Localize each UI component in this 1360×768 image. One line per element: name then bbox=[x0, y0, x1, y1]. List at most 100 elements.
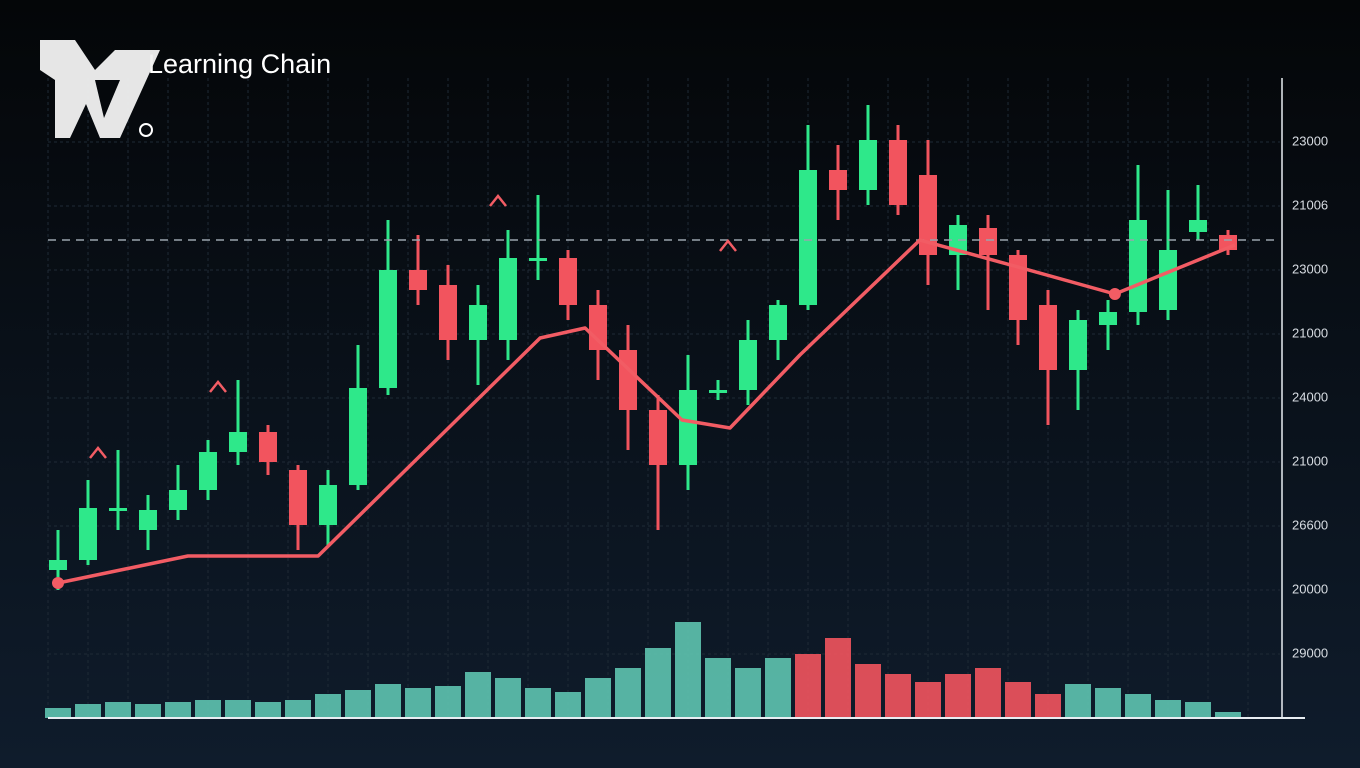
candle-body bbox=[979, 228, 997, 255]
candle-body bbox=[49, 560, 67, 570]
candle-body bbox=[919, 175, 937, 255]
candle-body bbox=[709, 390, 727, 393]
volume-bar bbox=[675, 622, 701, 718]
volume-bar bbox=[1095, 688, 1121, 718]
volume-bar bbox=[765, 658, 791, 718]
volume-bar bbox=[495, 678, 521, 718]
candle-body bbox=[829, 170, 847, 190]
candle-body bbox=[1039, 305, 1057, 370]
candle-body bbox=[229, 432, 247, 452]
volume-bar bbox=[45, 708, 71, 718]
volume-bar bbox=[975, 668, 1001, 718]
volume-bar bbox=[1065, 684, 1091, 718]
candle-body bbox=[469, 305, 487, 340]
arrow bbox=[489, 193, 507, 207]
volume-bar bbox=[195, 700, 221, 718]
candle-body bbox=[559, 258, 577, 305]
arrow bbox=[719, 238, 737, 252]
volume-bar bbox=[255, 702, 281, 718]
candle-body bbox=[199, 452, 217, 490]
candle-body bbox=[619, 350, 637, 410]
candle-body bbox=[1189, 220, 1207, 232]
y-tick-label: 26600 bbox=[1292, 517, 1328, 532]
volume-bar bbox=[1125, 694, 1151, 718]
arrows bbox=[89, 193, 737, 459]
candle-body bbox=[739, 340, 757, 390]
volume-bar bbox=[135, 704, 161, 718]
chart-title: Learning Chain bbox=[148, 49, 331, 79]
candle-body bbox=[1099, 312, 1117, 325]
volume-bar bbox=[345, 690, 371, 718]
y-tick-label: 21000 bbox=[1292, 453, 1328, 468]
volume-bar bbox=[1155, 700, 1181, 718]
y-tick-label: 24000 bbox=[1292, 389, 1328, 404]
volume-bar bbox=[315, 694, 341, 718]
volume-bar bbox=[735, 668, 761, 718]
volume-bar bbox=[795, 654, 821, 718]
y-tick-label: 21000 bbox=[1292, 325, 1328, 340]
candle-body bbox=[289, 470, 307, 525]
candle-body bbox=[409, 270, 427, 290]
volume-bars bbox=[45, 622, 1241, 718]
volume-bar bbox=[465, 672, 491, 718]
candle-body bbox=[679, 390, 697, 465]
candle-body bbox=[649, 410, 667, 465]
candle-body bbox=[1159, 250, 1177, 310]
volume-bar bbox=[1215, 712, 1241, 718]
candle-body bbox=[769, 305, 787, 340]
y-tick-label: 23000 bbox=[1292, 261, 1328, 276]
volume-bar bbox=[225, 700, 251, 718]
candle-body bbox=[259, 432, 277, 462]
candle-body bbox=[319, 485, 337, 525]
candle-body bbox=[79, 508, 97, 560]
volume-bar bbox=[285, 700, 311, 718]
logo bbox=[40, 40, 160, 138]
candle-body bbox=[379, 270, 397, 388]
y-tick-label: 20000 bbox=[1292, 581, 1328, 596]
candle-body bbox=[799, 170, 817, 305]
volume-bar bbox=[375, 684, 401, 718]
grid bbox=[47, 78, 1280, 718]
candle-body bbox=[589, 305, 607, 350]
candle-body bbox=[439, 285, 457, 340]
y-tick-label: 21006 bbox=[1292, 197, 1328, 212]
volume-bar bbox=[945, 674, 971, 718]
candle-body bbox=[1009, 255, 1027, 320]
y-tick-label: 29000 bbox=[1292, 645, 1328, 660]
volume-bar bbox=[915, 682, 941, 718]
trend-point bbox=[52, 577, 64, 589]
arrow bbox=[89, 445, 107, 459]
candle-body bbox=[139, 510, 157, 530]
arrow bbox=[209, 379, 227, 393]
volume-bar bbox=[1185, 702, 1211, 718]
volume-bar bbox=[75, 704, 101, 718]
volume-bar bbox=[165, 702, 191, 718]
candle-body bbox=[1069, 320, 1087, 370]
volume-bar bbox=[615, 668, 641, 718]
volume-bar bbox=[555, 692, 581, 718]
candle-body bbox=[109, 508, 127, 511]
volume-bar bbox=[825, 638, 851, 718]
volume-bar bbox=[105, 702, 131, 718]
volume-bar bbox=[855, 664, 881, 718]
candle-body bbox=[859, 140, 877, 190]
volume-bar bbox=[585, 678, 611, 718]
volume-bar bbox=[645, 648, 671, 718]
overlay bbox=[48, 238, 1280, 589]
candle-body bbox=[499, 258, 517, 340]
volume-bar bbox=[435, 686, 461, 718]
trend-line bbox=[57, 238, 1236, 585]
volume-bar bbox=[405, 688, 431, 718]
volume-bar bbox=[1035, 694, 1061, 718]
candle-body bbox=[889, 140, 907, 205]
volume-bar bbox=[1005, 682, 1031, 718]
y-tick-label: 23000 bbox=[1292, 133, 1328, 148]
volume-bar bbox=[705, 658, 731, 718]
volume-bar bbox=[885, 674, 911, 718]
volume-bar bbox=[525, 688, 551, 718]
candle-body bbox=[169, 490, 187, 510]
trend-point bbox=[1108, 288, 1121, 300]
candle-body bbox=[1129, 220, 1147, 312]
